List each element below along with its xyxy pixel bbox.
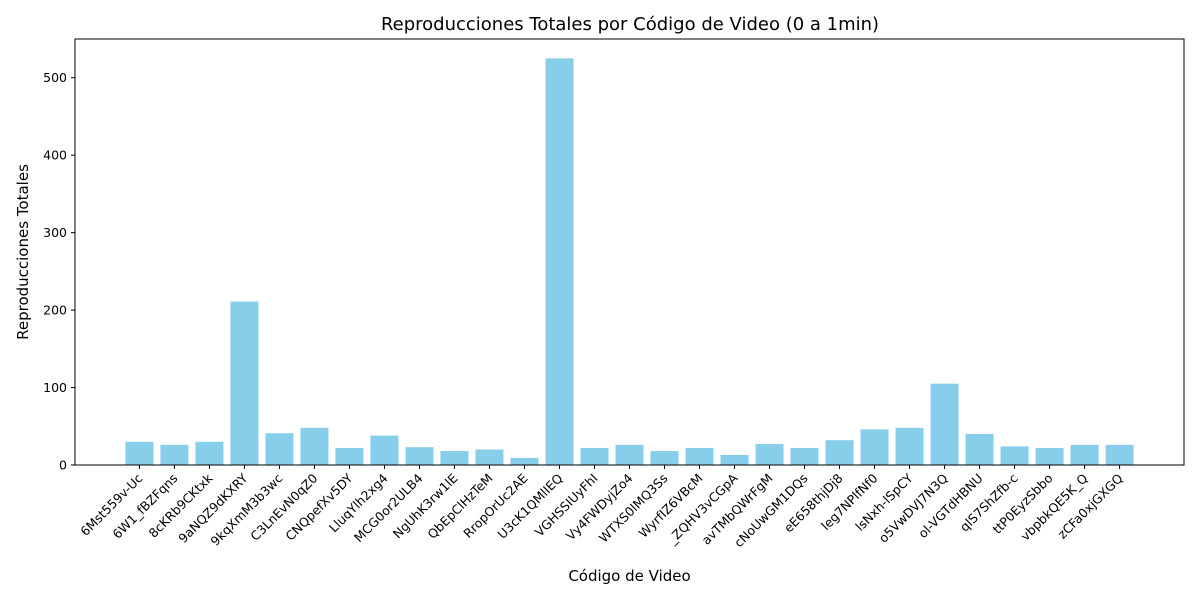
bar <box>335 447 364 465</box>
bar <box>125 441 154 465</box>
x-axis-label: Código de Video <box>568 567 690 585</box>
bar <box>510 458 539 465</box>
y-tick-label: 500 <box>43 70 67 85</box>
bar <box>650 451 679 465</box>
bar <box>300 427 329 465</box>
bar <box>1035 447 1064 465</box>
bar <box>1105 444 1134 465</box>
bar <box>580 447 609 465</box>
bar <box>370 435 399 465</box>
bar <box>825 440 854 465</box>
bar <box>475 449 504 465</box>
chart-title: Reproducciones Totales por Código de Vid… <box>381 14 879 35</box>
bar <box>1000 446 1029 465</box>
bar <box>755 444 784 465</box>
bar <box>895 427 924 465</box>
bar <box>685 447 714 465</box>
y-axis: 0 100 200 300 400 500 <box>43 70 75 473</box>
bar <box>545 58 574 465</box>
y-axis-label: Reproducciones Totales <box>14 164 32 340</box>
bar <box>160 444 189 465</box>
plot-frame <box>74 38 1185 466</box>
bars <box>125 58 1134 465</box>
bar <box>440 451 469 465</box>
bar <box>860 429 889 465</box>
x-axis: 6Mst559v-Uc6W1_fBZFqns8cKRb9CKtxk9aNQZ9d… <box>77 465 1126 550</box>
y-tick-label: 300 <box>43 225 67 240</box>
bar <box>720 454 749 465</box>
bar <box>1070 444 1099 465</box>
bar <box>195 441 224 465</box>
y-tick-label: 0 <box>59 458 67 473</box>
bar <box>230 301 259 465</box>
bar <box>790 447 819 465</box>
bar <box>615 444 644 465</box>
bar <box>265 433 294 465</box>
bar <box>405 447 434 465</box>
y-tick-label: 400 <box>43 148 67 163</box>
y-tick-label: 100 <box>43 380 67 395</box>
y-tick-label: 200 <box>43 303 67 318</box>
bar <box>965 434 994 465</box>
bar <box>930 383 959 465</box>
